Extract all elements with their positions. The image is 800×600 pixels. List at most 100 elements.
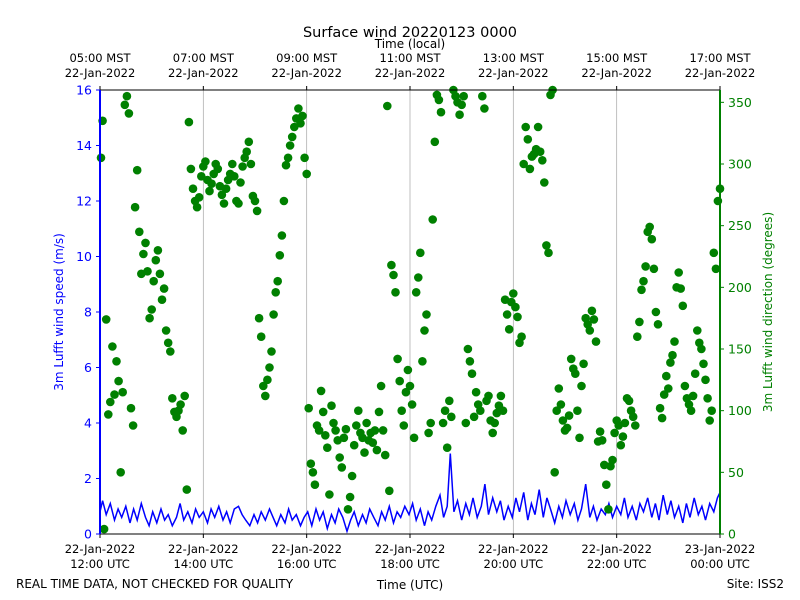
direction-point bbox=[101, 315, 111, 324]
direction-point bbox=[345, 492, 355, 502]
direction-point bbox=[395, 376, 405, 386]
direction-point bbox=[579, 359, 588, 369]
direction-point bbox=[504, 325, 514, 334]
direction-point bbox=[434, 95, 444, 105]
direction-point bbox=[116, 468, 125, 477]
direction-point bbox=[310, 480, 320, 490]
direction-point bbox=[618, 432, 628, 441]
direction-point bbox=[653, 320, 663, 329]
direction-point bbox=[314, 426, 324, 435]
direction-point bbox=[558, 416, 568, 425]
direction-point bbox=[349, 440, 359, 450]
direction-point bbox=[616, 440, 626, 450]
direction-point bbox=[525, 164, 535, 174]
direction-point bbox=[362, 418, 371, 428]
direction-point bbox=[463, 344, 473, 354]
direction-point bbox=[509, 289, 518, 298]
direction-point bbox=[688, 391, 698, 401]
direction-point bbox=[657, 413, 667, 423]
direction-point bbox=[234, 199, 243, 208]
direction-point bbox=[664, 384, 673, 393]
direction-point bbox=[595, 427, 605, 436]
direction-point bbox=[236, 178, 245, 187]
direction-point bbox=[393, 354, 402, 364]
direction-point bbox=[426, 418, 436, 428]
direction-point bbox=[147, 305, 156, 314]
direction-point bbox=[176, 400, 185, 409]
top-tick-time: 13:00 MST bbox=[483, 51, 545, 65]
direction-point bbox=[662, 371, 671, 381]
direction-point bbox=[110, 390, 119, 399]
right-tick-label: 200 bbox=[728, 280, 752, 295]
direction-point bbox=[219, 199, 229, 208]
x-tick-time: 16:00 UTC bbox=[277, 557, 337, 571]
direction-point bbox=[339, 433, 349, 443]
direction-point bbox=[459, 91, 469, 101]
direction-point bbox=[540, 178, 549, 187]
left-tick-label: 6 bbox=[84, 360, 92, 375]
top-tick-date: 22-Jan-2022 bbox=[65, 66, 136, 80]
direction-series bbox=[96, 85, 725, 534]
direction-point bbox=[641, 262, 650, 271]
direction-point bbox=[298, 111, 307, 121]
direction-point bbox=[130, 202, 140, 212]
direction-point bbox=[337, 463, 347, 472]
direction-point bbox=[538, 156, 547, 165]
right-tick-label: 300 bbox=[728, 157, 752, 172]
direction-point bbox=[397, 406, 407, 416]
direction-point bbox=[376, 381, 386, 391]
direction-point bbox=[335, 453, 345, 462]
direction-point bbox=[562, 423, 572, 433]
direction-point bbox=[709, 248, 719, 258]
x-tick-date: 22-Jan-2022 bbox=[375, 542, 446, 556]
direction-point bbox=[703, 394, 712, 403]
left-tick-label: 4 bbox=[84, 416, 92, 431]
direction-point bbox=[259, 381, 268, 391]
direction-point bbox=[188, 184, 198, 193]
direction-point bbox=[285, 141, 295, 150]
x-tick-time: 14:00 UTC bbox=[174, 557, 234, 571]
direction-point bbox=[254, 313, 264, 323]
direction-point bbox=[461, 418, 471, 428]
direction-point bbox=[106, 397, 115, 407]
direction-point bbox=[678, 301, 688, 311]
direction-point bbox=[511, 302, 520, 312]
direction-point bbox=[587, 306, 597, 316]
direction-point bbox=[405, 381, 415, 391]
right-axis-label: 3m Lufft wind direction (degrees) bbox=[761, 212, 775, 412]
direction-point bbox=[132, 165, 142, 175]
direction-point bbox=[331, 426, 340, 435]
top-tick-time: 17:00 MST bbox=[689, 51, 751, 65]
direction-point bbox=[573, 406, 582, 416]
direction-point bbox=[424, 428, 433, 438]
direction-point bbox=[370, 426, 380, 435]
grid-lines bbox=[99, 90, 721, 534]
x-tick-date: 23-Jan-2022 bbox=[685, 542, 756, 556]
direction-point bbox=[517, 332, 526, 342]
direction-point bbox=[597, 436, 607, 445]
direction-point bbox=[620, 418, 630, 428]
direction-point bbox=[633, 332, 642, 342]
direction-point bbox=[217, 190, 227, 200]
direction-point bbox=[624, 396, 634, 406]
direction-point bbox=[124, 109, 134, 118]
site-label: Site: ISS2 bbox=[727, 577, 784, 591]
quality-note: REAL TIME DATA, NOT CHECKED FOR QUALITY bbox=[16, 577, 294, 591]
x-tick-time: 12:00 UTC bbox=[70, 557, 130, 571]
direction-point bbox=[213, 164, 223, 174]
direction-point bbox=[608, 455, 617, 465]
left-tick-label: 10 bbox=[76, 249, 92, 264]
direction-point bbox=[329, 418, 338, 428]
direction-point bbox=[250, 196, 260, 206]
speed-line bbox=[99, 453, 721, 534]
direction-point bbox=[302, 169, 312, 179]
direction-point bbox=[680, 381, 690, 391]
direction-point bbox=[151, 255, 161, 265]
direction-point bbox=[159, 284, 169, 293]
direction-point bbox=[649, 264, 659, 274]
direction-point bbox=[157, 295, 167, 305]
direction-point bbox=[544, 248, 553, 258]
direction-point bbox=[674, 268, 683, 277]
top-axis-label: Time (local) bbox=[374, 37, 446, 51]
direction-point bbox=[135, 227, 144, 237]
